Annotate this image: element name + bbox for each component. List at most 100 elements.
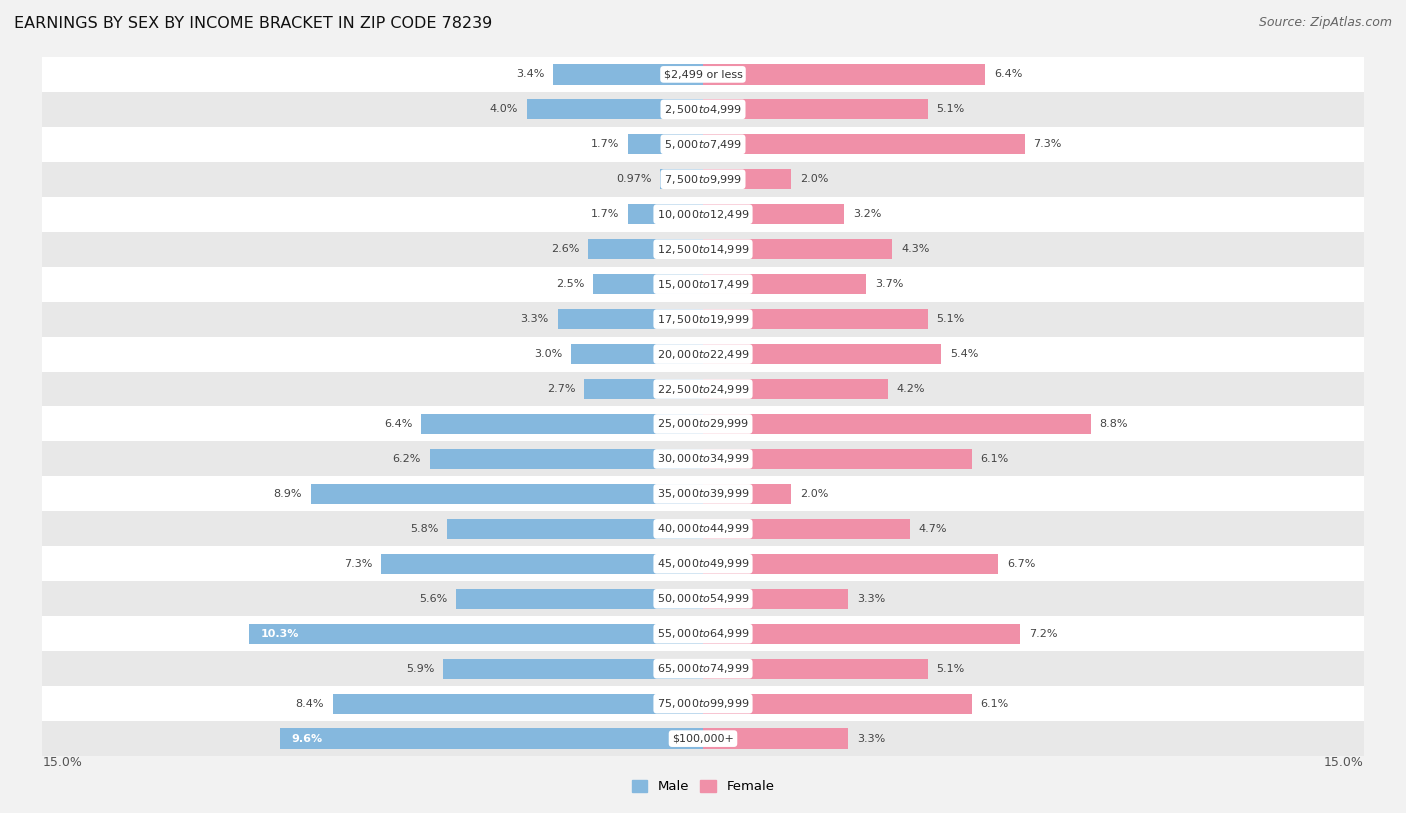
Text: 2.0%: 2.0% [800,489,828,499]
Bar [42,162,1364,197]
Bar [703,169,792,189]
Bar [443,659,703,679]
Text: 5.9%: 5.9% [406,663,434,674]
Bar [42,267,1364,302]
Bar [583,379,703,399]
Text: $30,000 to $34,999: $30,000 to $34,999 [657,453,749,465]
Text: $65,000 to $74,999: $65,000 to $74,999 [657,663,749,675]
Text: $7,500 to $9,999: $7,500 to $9,999 [664,173,742,185]
Bar [703,64,986,85]
Text: 3.3%: 3.3% [858,733,886,744]
Bar [430,449,703,469]
Text: 6.7%: 6.7% [1007,559,1035,569]
Text: 6.4%: 6.4% [384,419,412,429]
Text: $2,499 or less: $2,499 or less [664,69,742,80]
Legend: Male, Female: Male, Female [626,775,780,798]
Text: 5.8%: 5.8% [411,524,439,534]
Bar [703,554,998,574]
Text: 8.9%: 8.9% [274,489,302,499]
Bar [703,274,866,294]
Bar [553,64,703,85]
Bar [333,693,703,714]
Text: 5.1%: 5.1% [936,104,965,115]
Bar [571,344,703,364]
Bar [703,414,1091,434]
Text: $25,000 to $29,999: $25,000 to $29,999 [657,418,749,430]
Bar [42,511,1364,546]
Text: $2,500 to $4,999: $2,500 to $4,999 [664,103,742,115]
Text: $15,000 to $17,499: $15,000 to $17,499 [657,278,749,290]
Text: 0.97%: 0.97% [616,174,651,185]
Text: 5.6%: 5.6% [419,593,447,604]
Bar [42,616,1364,651]
Bar [447,519,703,539]
Bar [42,337,1364,372]
Text: 4.0%: 4.0% [489,104,517,115]
Text: 4.2%: 4.2% [897,384,925,394]
Text: 15.0%: 15.0% [42,756,82,769]
Text: 3.0%: 3.0% [534,349,562,359]
Bar [593,274,703,294]
Bar [703,309,928,329]
Bar [703,484,792,504]
Text: 4.7%: 4.7% [920,524,948,534]
Bar [703,624,1021,644]
Text: 2.5%: 2.5% [555,279,583,289]
Bar [420,414,703,434]
Bar [628,134,703,154]
Text: 15.0%: 15.0% [1324,756,1364,769]
Text: 10.3%: 10.3% [260,628,298,639]
Text: $35,000 to $39,999: $35,000 to $39,999 [657,488,749,500]
Bar [527,99,703,120]
Text: 6.4%: 6.4% [994,69,1022,80]
Bar [42,232,1364,267]
Bar [42,197,1364,232]
Bar [703,693,972,714]
Text: 6.1%: 6.1% [980,454,1008,464]
Text: Source: ZipAtlas.com: Source: ZipAtlas.com [1258,16,1392,29]
Text: 8.8%: 8.8% [1099,419,1128,429]
Bar [42,546,1364,581]
Text: 4.3%: 4.3% [901,244,929,254]
Text: 5.1%: 5.1% [936,663,965,674]
Bar [661,169,703,189]
Bar [703,589,848,609]
Bar [628,204,703,224]
Text: 6.2%: 6.2% [392,454,420,464]
Text: 3.3%: 3.3% [520,314,548,324]
Bar [249,624,703,644]
Bar [42,406,1364,441]
Text: $55,000 to $64,999: $55,000 to $64,999 [657,628,749,640]
Bar [703,449,972,469]
Bar [42,372,1364,406]
Bar [42,441,1364,476]
Bar [703,728,848,749]
Text: $100,000+: $100,000+ [672,733,734,744]
Text: 3.7%: 3.7% [875,279,903,289]
Text: 3.2%: 3.2% [853,209,882,220]
Bar [42,581,1364,616]
Bar [703,379,889,399]
Text: 3.4%: 3.4% [516,69,544,80]
Bar [703,519,910,539]
Bar [381,554,703,574]
Text: $45,000 to $49,999: $45,000 to $49,999 [657,558,749,570]
Text: 2.0%: 2.0% [800,174,828,185]
Bar [42,127,1364,162]
Bar [703,344,941,364]
Bar [703,239,893,259]
Bar [703,659,928,679]
Text: 7.2%: 7.2% [1029,628,1057,639]
Bar [311,484,703,504]
Text: $12,500 to $14,999: $12,500 to $14,999 [657,243,749,255]
Bar [703,204,844,224]
Text: 6.1%: 6.1% [980,698,1008,709]
Text: 2.6%: 2.6% [551,244,579,254]
Bar [42,721,1364,756]
Text: $5,000 to $7,499: $5,000 to $7,499 [664,138,742,150]
Text: $10,000 to $12,499: $10,000 to $12,499 [657,208,749,220]
Bar [280,728,703,749]
Bar [42,686,1364,721]
Text: 8.4%: 8.4% [295,698,325,709]
Bar [42,302,1364,337]
